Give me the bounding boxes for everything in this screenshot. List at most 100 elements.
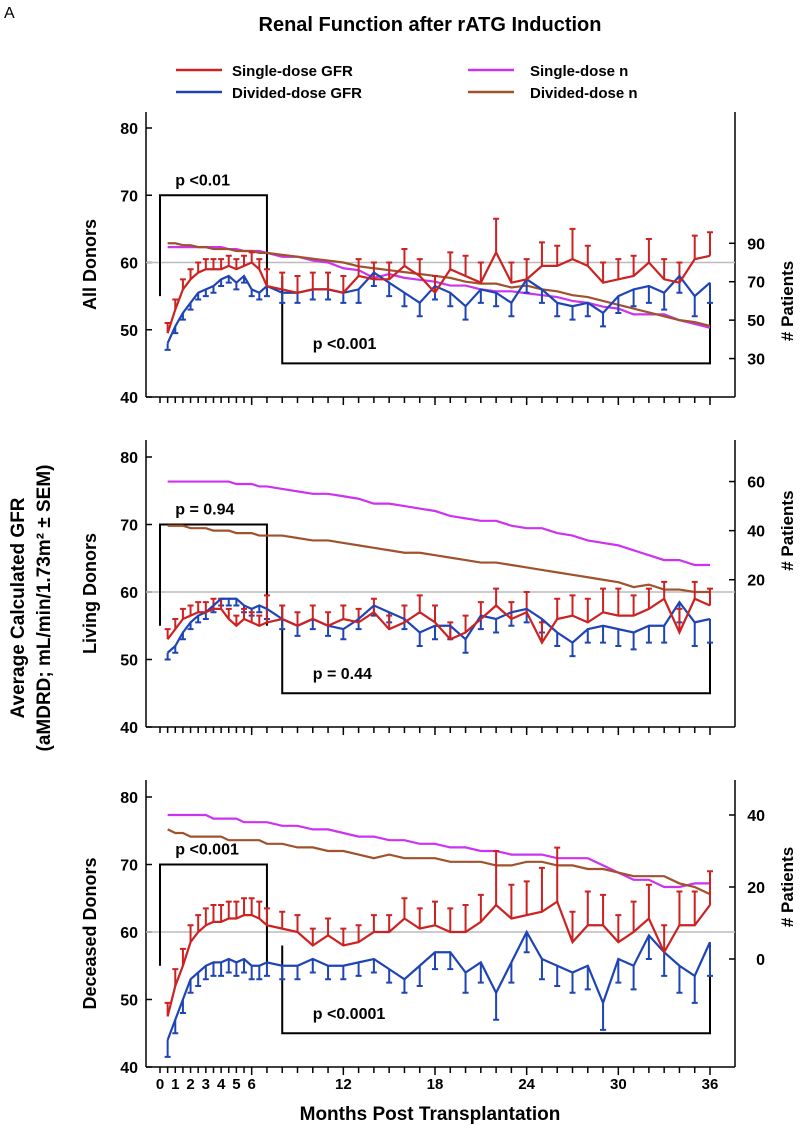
- divided-dose-error-bar: [615, 629, 622, 647]
- single-dose-error-bar: [370, 261, 377, 280]
- single-dose-error-bar: [256, 900, 263, 919]
- divided-dose-error-bar: [340, 292, 347, 304]
- divided-dose-error-bar: [416, 302, 423, 318]
- p-value-left: p = 0.94: [175, 502, 234, 519]
- p-bracket-left: [159, 194, 268, 297]
- y-tick-label: 50: [120, 323, 138, 340]
- single-dose-error-bar: [676, 607, 683, 633]
- divided-dose-error-bar: [401, 979, 408, 994]
- single-dose-error-bar: [210, 904, 217, 922]
- divided-dose-error-bar: [462, 972, 469, 994]
- divided-dose-error-bar: [691, 296, 698, 318]
- single-dose-error-bar: [309, 604, 316, 619]
- single-dose-error-bar: [241, 254, 248, 266]
- y2-tick-label: 70: [747, 275, 765, 292]
- divided-dose-error-bar: [279, 292, 286, 304]
- single-dose-error-bar: [416, 594, 423, 613]
- divided-dose-error-bar: [294, 965, 301, 981]
- divided-dose-error-bar: [493, 992, 500, 1021]
- single-dose-error-bar: [279, 604, 286, 619]
- single-dose-error-bar: [256, 614, 263, 626]
- divided-dose-error-bar: [263, 962, 270, 977]
- panel-label: Deceased Donors: [80, 857, 100, 1009]
- divided-dose-error-bar: [447, 292, 454, 308]
- single-dose-error-bar: [340, 274, 347, 293]
- single-dose-error-bar: [584, 597, 591, 623]
- x-tick-label: 0: [156, 1076, 164, 1093]
- single-dose-error-bar: [600, 261, 607, 283]
- y-axis-label-line2: (aMDRD; mL/min/1.73m² ± SEM): [34, 464, 55, 751]
- divided-dose-error-bar: [493, 619, 500, 634]
- single-dose-error-bar: [210, 597, 217, 609]
- x-tick-label: 6: [247, 1076, 255, 1093]
- divided-dose-error-bar: [645, 935, 652, 960]
- y2-tick-label: 20: [747, 573, 765, 590]
- p-value-right: p <0.001: [313, 336, 377, 353]
- single-dose-error-bar: [645, 237, 652, 263]
- y-tick-label: 40: [120, 1060, 138, 1077]
- y2-tick-label: 20: [747, 880, 765, 897]
- single-dose-error-bar: [386, 261, 393, 280]
- divided-dose-error-bar: [309, 619, 316, 631]
- single-dose-error-bar: [432, 274, 438, 293]
- single-dose-error-bar: [210, 258, 217, 270]
- x-tick-label: 36: [702, 1076, 719, 1093]
- y2-axis-label: # Patients: [778, 490, 797, 570]
- single-dose-error-bar: [340, 604, 347, 619]
- single-dose-error-bar: [493, 217, 500, 253]
- divided-dose-error-bar: [630, 632, 637, 651]
- single-dose-error-bar: [225, 254, 232, 266]
- x-tick-label: 3: [202, 1076, 210, 1093]
- single-dose-error-bar: [523, 258, 530, 280]
- single-dose-error-bar: [569, 227, 576, 260]
- single-dose-error-bar: [554, 244, 561, 266]
- single-dose-error-bar: [202, 258, 209, 270]
- divided-dose-error-bar: [645, 625, 652, 644]
- y-tick-label: 40: [120, 720, 138, 737]
- divided-dose-error-bar: [309, 289, 316, 301]
- single-dose-error-bar: [462, 904, 469, 932]
- single-dose-error-bar: [523, 880, 530, 916]
- divided-dose-error-bar: [225, 598, 232, 607]
- single-dose-error-bar: [195, 914, 202, 932]
- divided-dose-error-bar: [493, 292, 500, 308]
- divided-dose-error-bar: [416, 632, 423, 647]
- x-tick-label: 18: [427, 1076, 444, 1093]
- divided-dose-error-bar: [386, 969, 393, 984]
- single-dose-n-line: [167, 813, 710, 889]
- single-dose-error-bar: [202, 907, 209, 926]
- panel-label: Living Donors: [80, 533, 100, 654]
- y2-tick-label: 60: [747, 475, 765, 492]
- y2-tick-label: 90: [747, 236, 765, 253]
- y-tick-label: 60: [120, 925, 138, 942]
- divided-dose-error-bar: [615, 959, 622, 984]
- divided-dose-error-bar: [707, 942, 713, 977]
- divided-dose-error-bar: [355, 962, 362, 977]
- divided-dose-error-bar: [554, 302, 561, 318]
- x-tick-label: 30: [610, 1076, 627, 1093]
- panels: 40 50 60 70 80 30 50 70 90 # Patients All Donors p …: [80, 112, 797, 1077]
- divided-dose-error-bar: [569, 972, 576, 994]
- single-dose-error-bar: [508, 261, 515, 283]
- single-dose-error-bar: [340, 927, 347, 946]
- single-dose-error-bar: [248, 251, 255, 263]
- x-tick-label: 1: [171, 1076, 179, 1093]
- single-dose-error-bar: [447, 907, 454, 932]
- divided-dose-error-bar: [691, 622, 698, 647]
- panel-1: 40 50 60 70 80 30 50 70 90 # Patients All Donors p …: [80, 112, 797, 407]
- single-dose-error-bar: [707, 587, 713, 606]
- divided-dose-error-bar: [325, 965, 332, 981]
- single-dose-error-bar: [462, 614, 469, 633]
- single-dose-error-bar: [218, 258, 225, 270]
- single-dose-error-bar: [508, 601, 515, 619]
- divided-dose-error-bar: [294, 625, 301, 637]
- y-tick-label: 60: [120, 256, 138, 273]
- divided-dose-error-bar: [661, 625, 668, 644]
- divided-dose-error-bar: [202, 965, 209, 981]
- single-dose-error-bar: [615, 914, 622, 943]
- divided-dose-error-bar: [538, 289, 545, 304]
- divided-dose-error-bar: [279, 619, 286, 631]
- single-dose-error-bar: [202, 601, 209, 613]
- single-dose-error-bar: [584, 890, 591, 926]
- divided-dose-error-bar: [600, 312, 607, 328]
